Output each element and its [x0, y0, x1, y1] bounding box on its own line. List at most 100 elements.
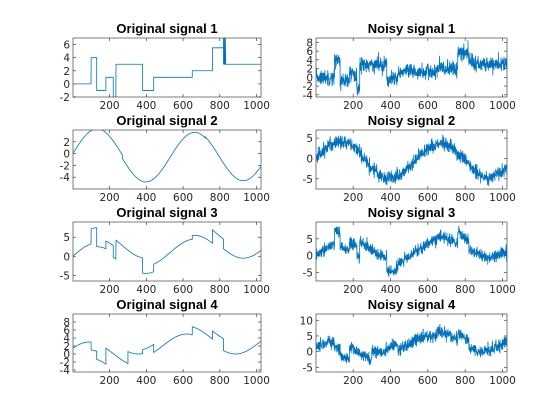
plot-title: Noisy signal 3: [368, 205, 455, 220]
plot-title: Original signal 3: [116, 205, 217, 220]
y-tick-label: 6: [63, 40, 70, 52]
x-tick-label: 400: [380, 284, 400, 296]
x-tick-label: 200: [343, 284, 363, 296]
x-tick-label: 200: [343, 100, 363, 112]
signal-line: [316, 134, 507, 186]
y-tick-label: 8: [306, 37, 313, 49]
y-tick-label: -2: [60, 357, 70, 369]
y-tick-label: -5: [303, 362, 313, 374]
y-tick-label: 10: [300, 315, 313, 327]
y-tick-label: 2: [63, 341, 70, 353]
x-tick-label: 200: [343, 192, 363, 204]
plot-title: Original signal 4: [116, 297, 218, 312]
x-tick-label: 200: [100, 375, 120, 387]
x-tick-label: 800: [210, 375, 230, 387]
x-tick-label: 600: [173, 100, 193, 112]
y-tick-label: -2: [60, 92, 70, 104]
y-tick-label: 0: [63, 149, 70, 161]
x-tick-label: 200: [100, 192, 120, 204]
plot-title: Noisy signal 2: [368, 113, 455, 128]
y-tick-label: 0: [63, 79, 70, 91]
y-tick-label: 4: [63, 53, 70, 65]
x-tick-label: 400: [136, 100, 156, 112]
signal-line: [73, 130, 261, 183]
x-tick-label: 600: [418, 192, 438, 204]
axes-frame: [72, 129, 262, 190]
y-tick-label: -4: [60, 365, 71, 377]
y-tick-label: -5: [303, 268, 313, 280]
x-tick-label: 1000: [489, 284, 516, 296]
x-tick-label: 800: [210, 100, 230, 112]
x-tick-label: 1000: [489, 375, 516, 387]
signal-line: [73, 326, 261, 365]
y-tick-label: 2: [306, 64, 313, 76]
subplot-7: Original signal 4 200 400 600 800 1000 -4-2024…: [60, 297, 270, 387]
y-tick-label: 0: [306, 153, 313, 165]
signal-line: [73, 38, 261, 97]
plot-title: Original signal 1: [116, 21, 217, 36]
y-tick-label: 4: [63, 333, 70, 345]
x-tick-label: 1000: [243, 192, 270, 204]
signal-line: [316, 40, 507, 96]
x-tick-label: 400: [136, 192, 156, 204]
y-tick-label: 6: [306, 46, 313, 58]
y-tick-label: -4: [60, 172, 71, 184]
x-tick-label: 800: [455, 192, 475, 204]
y-tick-label: 0: [63, 349, 70, 361]
y-tick-label: 0: [306, 347, 313, 359]
x-tick-label: 400: [136, 284, 156, 296]
signal-line: [316, 225, 507, 278]
y-tick-label: -2: [303, 81, 313, 93]
y-tick-label: 2: [63, 137, 70, 149]
x-tick-label: 400: [380, 100, 400, 112]
x-tick-label: 600: [173, 284, 193, 296]
plot-title: Noisy signal 1: [368, 21, 455, 36]
x-tick-label: 1000: [243, 284, 270, 296]
y-tick-label: 8: [63, 317, 70, 329]
x-tick-label: 1000: [489, 192, 516, 204]
subplot-4: Noisy signal 2 200 400 600 800 1000 -5 0 5: [303, 113, 516, 204]
y-tick-label: -5: [60, 270, 70, 282]
signal-line: [73, 227, 261, 274]
y-tick-label: -5: [303, 174, 313, 186]
x-tick-label: 400: [380, 192, 400, 204]
x-tick-label: 600: [418, 375, 438, 387]
subplot-5: Original signal 3 200 400 600 800 1000 -5 0 5: [60, 205, 270, 296]
x-tick-label: 1000: [243, 100, 270, 112]
x-tick-label: 600: [418, 284, 438, 296]
x-tick-label: 400: [380, 375, 400, 387]
x-tick-label: 600: [173, 375, 193, 387]
subplot-6: Noisy signal 3 200 400 600 800 1000 -5 0 5: [303, 205, 516, 296]
x-tick-label: 200: [100, 100, 120, 112]
subplot-8: Noisy signal 4 200 400 600 800 1000 -5 0 5 10: [300, 297, 516, 387]
x-tick-label: 600: [418, 100, 438, 112]
y-tick-label: 5: [306, 133, 313, 145]
y-tick-label: 0: [63, 251, 70, 263]
x-tick-label: 200: [343, 375, 363, 387]
axes-frame: [72, 221, 262, 282]
plot-title: Original signal 2: [116, 113, 217, 128]
x-tick-label: 800: [455, 100, 475, 112]
y-tick-label: 0: [306, 251, 313, 263]
y-tick-label: 4: [306, 55, 313, 67]
plot-title: Noisy signal 4: [368, 297, 456, 312]
x-tick-label: 1000: [489, 100, 516, 112]
x-tick-label: 400: [136, 375, 156, 387]
y-tick-label: -2: [60, 160, 70, 172]
y-tick-label: 0: [306, 72, 313, 84]
x-tick-label: 800: [455, 375, 475, 387]
y-tick-label: 5: [306, 331, 313, 343]
subplot-3: Original signal 2 200 400 600 800 1000 -4-202: [60, 113, 270, 204]
y-tick-label: 5: [306, 234, 313, 246]
x-tick-label: 200: [100, 284, 120, 296]
x-tick-label: 800: [455, 284, 475, 296]
y-tick-label: 2: [63, 66, 70, 78]
y-tick-label: 6: [63, 325, 70, 337]
x-tick-label: 1000: [243, 375, 270, 387]
signal-line: [316, 324, 507, 366]
y-tick-label: -4: [303, 90, 314, 102]
x-tick-label: 800: [210, 192, 230, 204]
